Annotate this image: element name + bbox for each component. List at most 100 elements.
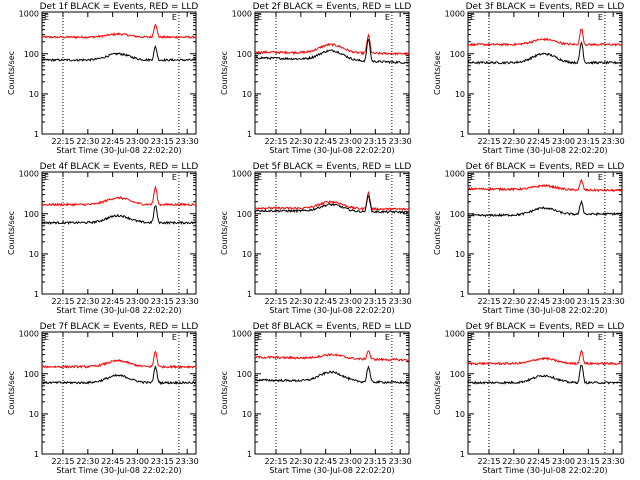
x-axis-label: Start Time (30-Jul-08 22:02:20)	[269, 306, 394, 315]
y-tick-label: 1	[460, 450, 465, 459]
y-tick-label: 1	[247, 450, 252, 459]
y-tick-label: 1000	[232, 10, 252, 19]
marker-label: E	[172, 13, 177, 22]
y-axis-label: Counts/sec	[433, 51, 442, 95]
y-tick-label: 10	[29, 250, 39, 259]
marker-label: E	[172, 173, 177, 182]
marker-label: E	[257, 173, 262, 182]
y-tick-label: 100	[450, 210, 465, 219]
plot-frame	[41, 11, 197, 135]
x-tick-label: 22:30	[76, 457, 99, 466]
panel-title: Det 1f BLACK = Events, RED = LLD	[40, 2, 199, 12]
x-tick-label: 23:15	[577, 457, 600, 466]
panel-title: Det 9f BLACK = Events, RED = LLD	[466, 322, 625, 332]
y-tick-label: 1000	[19, 170, 39, 179]
y-tick-label: 1	[34, 450, 39, 459]
y-tick-label: 1000	[445, 170, 465, 179]
x-tick-label: 22:45	[314, 457, 337, 466]
detector-panel: Det 2f BLACK = Events, RED = LLD 1 10 100 10…	[220, 2, 412, 155]
plot-frame	[41, 331, 197, 455]
y-tick-label: 1	[247, 130, 252, 139]
x-tick-label: 23:00	[339, 297, 362, 306]
x-tick-label: 22:30	[502, 457, 525, 466]
events-series-line	[254, 365, 410, 385]
x-tick-label: 22:15	[51, 457, 74, 466]
x-axis-label: Start Time (30-Jul-08 22:02:20)	[56, 466, 181, 475]
x-tick-label: 22:30	[289, 297, 312, 306]
detector-panel: Det 5f BLACK = Events, RED = LLD 1 10 100 10…	[220, 162, 412, 315]
x-tick-label: 22:45	[527, 137, 550, 146]
y-axis-label: Counts/sec	[433, 211, 442, 255]
x-tick-label: 23:15	[577, 137, 600, 146]
x-axis-label: Start Time (30-Jul-08 22:02:20)	[269, 146, 394, 155]
plot-frame	[467, 331, 623, 455]
x-tick-label: 23:00	[339, 457, 362, 466]
lld-series-line	[467, 28, 623, 47]
y-axis-label: Counts/sec	[7, 211, 16, 255]
x-tick-label: 23:00	[552, 297, 575, 306]
x-tick-label: 22:45	[527, 457, 550, 466]
y-tick-label: 10	[242, 250, 252, 259]
y-tick-label: 10	[242, 90, 252, 99]
x-tick-label: 23:00	[339, 137, 362, 146]
y-tick-label: 100	[24, 370, 39, 379]
x-tick-label: 23:30	[602, 457, 625, 466]
y-tick-label: 1000	[19, 330, 39, 339]
x-tick-label: 22:30	[502, 297, 525, 306]
x-tick-label: 22:15	[51, 297, 74, 306]
events-series-line	[254, 195, 410, 215]
detector-panel: Det 7f BLACK = Events, RED = LLD 1 10 100 10…	[7, 322, 199, 475]
marker-label: E	[44, 333, 49, 342]
x-tick-label: 23:15	[577, 297, 600, 306]
x-tick-label: 23:30	[389, 297, 412, 306]
y-tick-label: 1	[460, 290, 465, 299]
y-tick-label: 100	[24, 50, 39, 59]
x-axis-label: Start Time (30-Jul-08 22:02:20)	[482, 146, 607, 155]
x-tick-label: 22:45	[101, 457, 124, 466]
marker-label: E	[598, 13, 603, 22]
events-series-line	[41, 205, 197, 225]
y-tick-label: 100	[237, 210, 252, 219]
x-tick-label: 22:15	[264, 297, 287, 306]
x-axis-label: Start Time (30-Jul-08 22:02:20)	[482, 466, 607, 475]
events-series-line	[41, 365, 197, 386]
y-tick-label: 10	[242, 410, 252, 419]
x-tick-label: 22:30	[289, 137, 312, 146]
x-tick-label: 22:15	[477, 457, 500, 466]
y-tick-label: 100	[237, 50, 252, 59]
x-tick-label: 23:30	[176, 297, 199, 306]
panel-title: Det 2f BLACK = Events, RED = LLD	[253, 2, 412, 12]
detector-panel: Det 1f BLACK = Events, RED = LLD 1 10 100 10…	[7, 2, 199, 155]
panel-title: Det 8f BLACK = Events, RED = LLD	[253, 322, 412, 332]
x-tick-label: 22:15	[264, 137, 287, 146]
x-tick-label: 22:15	[51, 137, 74, 146]
x-tick-label: 22:30	[289, 457, 312, 466]
detector-panel: Det 3f BLACK = Events, RED = LLD 1 10 100 10…	[433, 2, 625, 155]
x-tick-label: 22:45	[527, 297, 550, 306]
y-tick-label: 10	[455, 90, 465, 99]
events-series-line	[467, 365, 623, 385]
marker-label: E	[385, 333, 390, 342]
y-tick-label: 100	[450, 370, 465, 379]
x-tick-label: 23:15	[364, 137, 387, 146]
x-tick-label: 23:00	[126, 297, 149, 306]
y-axis-label: Counts/sec	[220, 51, 229, 95]
marker-label: E	[470, 333, 475, 342]
y-tick-label: 100	[237, 370, 252, 379]
detector-panel: Det 6f BLACK = Events, RED = LLD 1 10 100 10…	[433, 162, 625, 315]
marker-label: E	[44, 173, 49, 182]
x-tick-label: 22:45	[314, 137, 337, 146]
y-tick-label: 1	[34, 130, 39, 139]
events-series-line	[254, 38, 410, 65]
y-tick-label: 1000	[232, 170, 252, 179]
x-tick-label: 22:45	[101, 297, 124, 306]
lld-series-line	[41, 185, 197, 207]
x-tick-label: 23:15	[364, 457, 387, 466]
y-tick-label: 100	[450, 50, 465, 59]
y-tick-label: 1000	[445, 330, 465, 339]
marker-label: E	[385, 13, 390, 22]
x-tick-label: 23:00	[126, 137, 149, 146]
x-tick-label: 22:15	[477, 297, 500, 306]
plot-frame	[467, 11, 623, 135]
